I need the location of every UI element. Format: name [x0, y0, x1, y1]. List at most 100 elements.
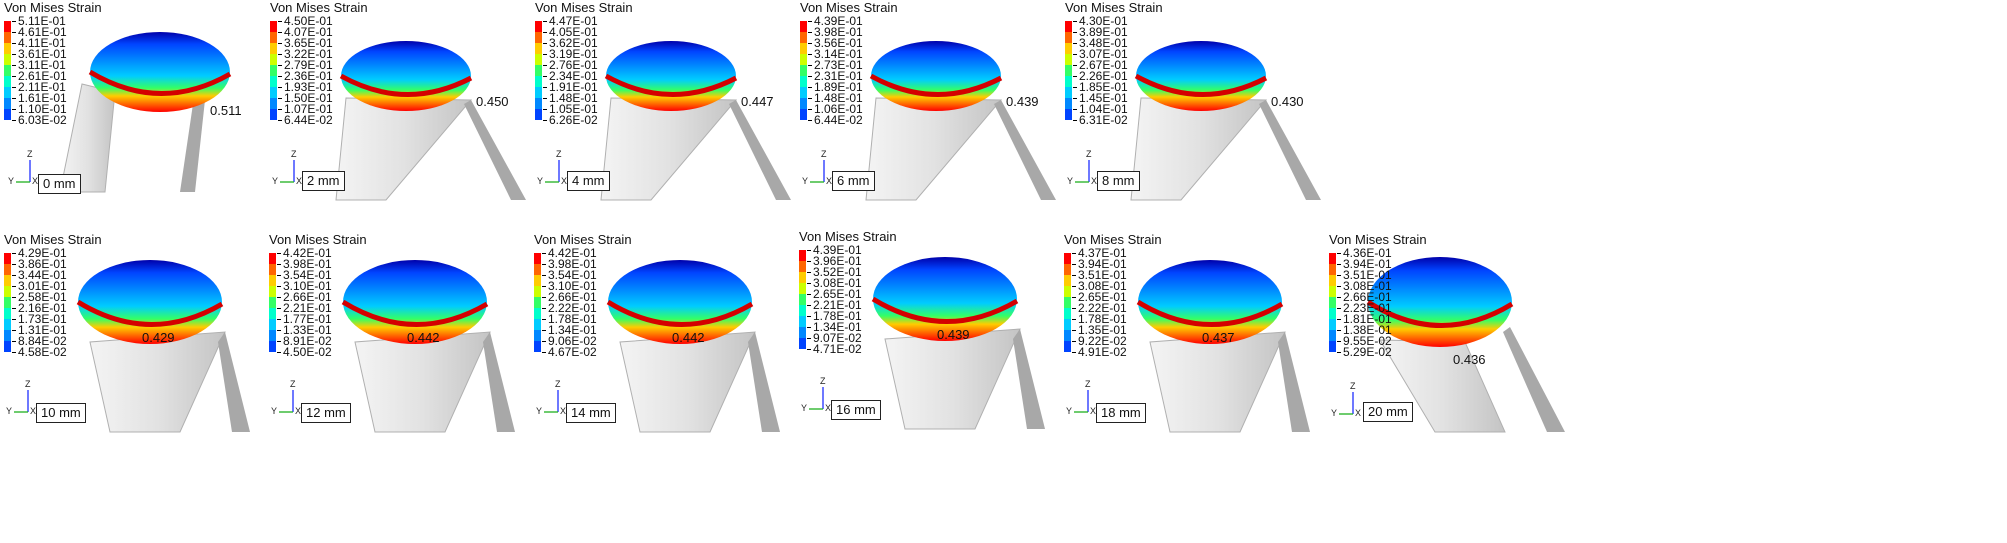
legend-value: 3.22E-01 — [284, 47, 333, 61]
legend-value: 3.10E-01 — [283, 279, 332, 293]
legend-value: 4.29E-01 — [18, 246, 67, 260]
cartilage-cap — [78, 260, 222, 344]
axis-triad-arrows — [1339, 392, 1354, 415]
colorbar-segment — [534, 297, 541, 308]
colorbar-segment — [1064, 319, 1071, 330]
colorbar-segment — [1064, 264, 1071, 275]
z-axis-label: Z — [290, 379, 296, 389]
colorbar-segment — [270, 98, 277, 109]
legend-value: 4.30E-01 — [1079, 14, 1128, 28]
axis-triad: Z Y X — [1067, 150, 1103, 186]
x-axis-label: X — [826, 176, 833, 186]
colorbar-segment — [535, 87, 542, 98]
legend-value: 3.51E-01 — [1078, 268, 1127, 282]
legend-value: 1.04E-01 — [1079, 102, 1128, 116]
colorbar-segment — [1064, 330, 1071, 341]
axis-triad-arrows — [1074, 390, 1089, 413]
legend-value: 4.36E-01 — [1343, 246, 1392, 260]
peak-strain-value: 0.437 — [1202, 330, 1235, 345]
colorbar-segment — [1329, 275, 1336, 286]
cartilage-cap — [871, 41, 1001, 111]
legend-title: Von Mises Strain — [799, 229, 897, 244]
legend-value: 3.98E-01 — [548, 257, 597, 271]
axis-triad: Z Y X — [8, 150, 44, 186]
colorbar-segment — [1329, 264, 1336, 275]
colorbar-segment — [4, 286, 11, 297]
cartilage-cap — [343, 260, 487, 344]
strain-panel: Von Mises Strain 4.50E-01 4.07E-01 3.65E-01… — [266, 0, 606, 262]
bone-shaft — [354, 331, 491, 433]
legend-value: 4.11E-01 — [18, 36, 66, 50]
legend-value: 8.91E-02 — [283, 334, 332, 348]
legend-value: 1.78E-01 — [1078, 312, 1127, 326]
legend-value: 1.78E-01 — [548, 312, 597, 326]
legend-title: Von Mises Strain — [269, 232, 367, 247]
colorbar — [800, 21, 807, 121]
cartilage-cap — [1368, 257, 1512, 347]
z-axis-label: Z — [821, 149, 827, 159]
colorbar-segment — [799, 294, 806, 305]
distance-label: 4 mm — [567, 171, 610, 191]
colorbar-segment — [4, 87, 11, 98]
colorbar-segment — [535, 109, 542, 120]
legend-value: 3.98E-01 — [283, 257, 332, 271]
bone-shaft-edge — [729, 100, 791, 200]
strain-panel: Von Mises Strain 4.29E-01 3.86E-01 3.44E-01… — [0, 232, 340, 494]
axis-triad: Z Y X — [271, 379, 307, 416]
distance-label: 0 mm — [38, 174, 81, 194]
colorbar-segment — [799, 272, 806, 283]
legend-value: 2.21E-01 — [283, 301, 332, 315]
legend-value: 3.08E-01 — [1343, 279, 1392, 293]
bone-render — [871, 257, 1045, 430]
legend-title: Von Mises Strain — [4, 0, 102, 15]
colorbar-segment — [1064, 275, 1071, 286]
legend-value: 4.39E-01 — [813, 243, 862, 257]
legend-value: 4.58E-02 — [18, 345, 67, 359]
legend-value: 9.55E-02 — [1343, 334, 1392, 348]
legend-value: 1.31E-01 — [18, 323, 67, 337]
peak-strain-value: 0.442 — [407, 330, 440, 345]
legend-value: 4.42E-01 — [548, 246, 597, 260]
colorbar-segment — [4, 109, 11, 120]
legend-value: 2.26E-01 — [1079, 69, 1128, 83]
distance-label: 2 mm — [302, 171, 345, 191]
legend-value: 9.22E-02 — [1078, 334, 1127, 348]
colorbar-segment — [534, 319, 541, 330]
legend-value: 2.58E-01 — [18, 290, 67, 304]
legend-value: 3.96E-01 — [813, 254, 862, 268]
colorbar-segment — [535, 65, 542, 76]
x-axis-label: X — [295, 406, 302, 416]
bone-shaft-edge — [1503, 327, 1565, 432]
cartilage-cap — [1138, 260, 1282, 344]
y-axis-label: Y — [8, 176, 15, 186]
legend-value: 4.47E-01 — [549, 14, 598, 28]
legend-value: 1.78E-01 — [813, 309, 862, 323]
strain-panel: Von Mises Strain 4.42E-01 3.98E-01 3.54E-01… — [530, 232, 870, 494]
colorbar-segment — [269, 308, 276, 319]
legend-value: 1.07E-01 — [284, 102, 333, 116]
cap-rim — [339, 73, 473, 97]
legend-value: 6.26E-02 — [549, 113, 598, 127]
colorbar-segment — [269, 275, 276, 286]
colorbar-segment — [4, 308, 11, 319]
colorbar-segment — [4, 76, 11, 87]
bone-shaft — [884, 328, 1021, 430]
x-axis-label: X — [825, 403, 832, 413]
colorbar-segment — [535, 32, 542, 43]
strain-panel: Von Mises Strain 4.39E-01 3.98E-01 3.56E-01… — [796, 0, 1136, 262]
legend-value: 4.50E-02 — [283, 345, 332, 359]
bone-render — [1130, 41, 1321, 201]
cartilage-cap — [608, 260, 752, 344]
cap-rim — [88, 69, 232, 96]
peak-strain-value: 0.442 — [672, 330, 705, 345]
legend-value: 1.48E-01 — [549, 91, 598, 105]
colorbar-segment — [270, 54, 277, 65]
colorbar-segment — [1065, 43, 1072, 54]
colorbar-segment — [1065, 109, 1072, 120]
colorbar-segment — [4, 65, 11, 76]
colorbar-segment — [535, 98, 542, 109]
strain-panel: Von Mises Strain 4.37E-01 3.94E-01 3.51E-01… — [1060, 232, 1400, 494]
colorbar-segment — [535, 54, 542, 65]
legend-value: 1.81E-01 — [1343, 312, 1392, 326]
legend-value: 1.45E-01 — [1079, 91, 1128, 105]
